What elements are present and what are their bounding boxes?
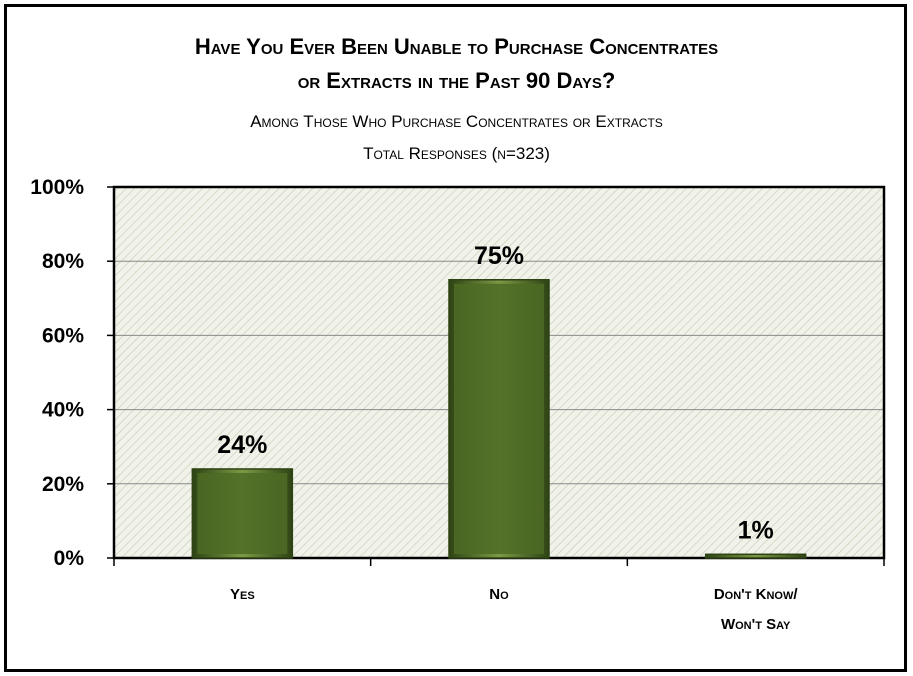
bar-face: [454, 283, 544, 554]
chart-subtitle-line-2: Total Responses (n=323): [363, 144, 550, 163]
y-tick-label: 80%: [42, 250, 84, 273]
x-category-label: Yes: [230, 586, 255, 603]
chart-title-line-1: Have You Ever Been Unable to Purchase Co…: [194, 34, 719, 59]
x-category-label: Don't Know/: [714, 586, 799, 603]
y-tick-label: 100%: [30, 176, 84, 199]
bar: [704, 553, 807, 559]
y-tick-label: 0%: [54, 547, 85, 570]
bar-face: [197, 472, 288, 554]
data-label: 75%: [474, 242, 524, 270]
y-tick-label: 20%: [42, 473, 84, 496]
chart-title-line-2: or Extracts in the Past 90 Days?: [297, 68, 616, 93]
y-tick-label: 60%: [42, 324, 84, 347]
chart-subtitle-line-1: Among Those Who Purchase Concentrates or…: [250, 112, 663, 131]
x-category-label: No: [489, 586, 509, 603]
data-label: 1%: [738, 516, 774, 544]
data-label: 24%: [217, 431, 267, 459]
x-category-label: Won't Say: [721, 616, 791, 633]
y-tick-label: 40%: [42, 399, 84, 422]
